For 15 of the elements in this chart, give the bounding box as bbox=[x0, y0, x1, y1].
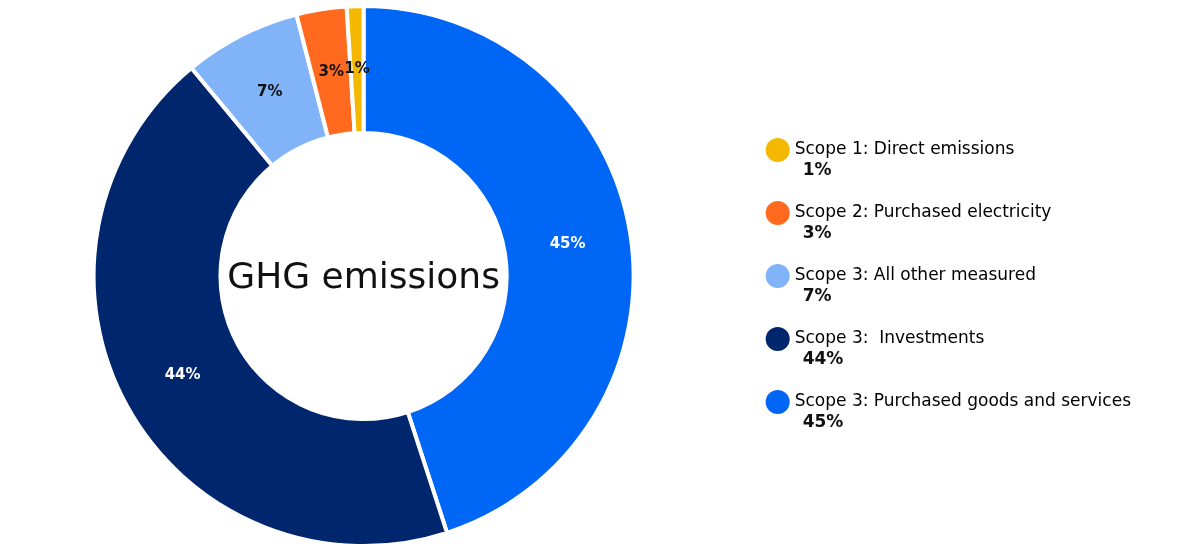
legend-label: Scope 3: Purchased goods and services bbox=[794, 390, 1132, 411]
text: 44% bbox=[802, 348, 844, 369]
data-label: 45% bbox=[549, 233, 586, 252]
text: 3% bbox=[802, 222, 832, 243]
data-label: 7% bbox=[257, 81, 283, 100]
legend-label: Scope 3: Investments bbox=[794, 327, 985, 348]
data-label: 3% bbox=[318, 61, 345, 80]
text: GHG emissions bbox=[226, 254, 501, 298]
legend-label: Scope 1: Direct emissions bbox=[794, 138, 1015, 159]
legend-label: Scope 2: Purchased electricity bbox=[794, 201, 1052, 222]
data-label: 44% bbox=[164, 365, 201, 384]
text: 1% bbox=[802, 159, 832, 180]
text: 45% bbox=[802, 411, 844, 432]
text: 7% bbox=[802, 285, 832, 306]
legend-label: Scope 3: All other measured bbox=[794, 264, 1036, 285]
